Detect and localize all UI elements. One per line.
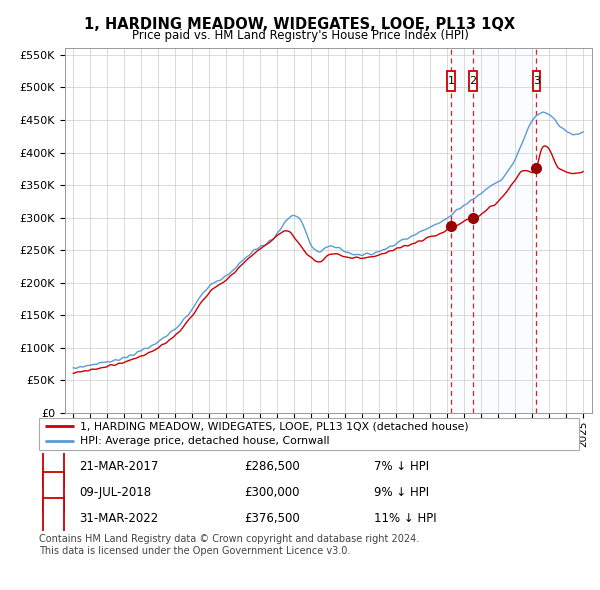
FancyBboxPatch shape — [43, 498, 64, 538]
Text: HPI: Average price, detached house, Cornwall: HPI: Average price, detached house, Corn… — [79, 437, 329, 447]
Text: Price paid vs. HM Land Registry's House Price Index (HPI): Price paid vs. HM Land Registry's House … — [131, 30, 469, 42]
Text: Contains HM Land Registry data © Crown copyright and database right 2024.
This d: Contains HM Land Registry data © Crown c… — [39, 534, 419, 556]
Text: 2: 2 — [50, 486, 58, 499]
FancyBboxPatch shape — [43, 472, 64, 512]
Text: £300,000: £300,000 — [244, 486, 299, 499]
FancyBboxPatch shape — [447, 71, 455, 91]
Text: 1, HARDING MEADOW, WIDEGATES, LOOE, PL13 1QX (detached house): 1, HARDING MEADOW, WIDEGATES, LOOE, PL13… — [79, 421, 468, 431]
Text: 3: 3 — [533, 76, 540, 86]
Bar — [451, 48, 536, 413]
Text: 11% ↓ HPI: 11% ↓ HPI — [374, 512, 436, 525]
Text: 09-JUL-2018: 09-JUL-2018 — [79, 486, 152, 499]
Text: £286,500: £286,500 — [244, 460, 300, 473]
Text: £376,500: £376,500 — [244, 512, 300, 525]
Text: 1: 1 — [448, 76, 454, 86]
Text: 2: 2 — [469, 76, 476, 86]
FancyBboxPatch shape — [43, 446, 64, 486]
Text: 31-MAR-2022: 31-MAR-2022 — [79, 512, 159, 525]
Text: 9% ↓ HPI: 9% ↓ HPI — [374, 486, 429, 499]
Text: 21-MAR-2017: 21-MAR-2017 — [79, 460, 159, 473]
FancyBboxPatch shape — [469, 71, 477, 91]
FancyBboxPatch shape — [533, 71, 540, 91]
Text: 1, HARDING MEADOW, WIDEGATES, LOOE, PL13 1QX: 1, HARDING MEADOW, WIDEGATES, LOOE, PL13… — [85, 17, 515, 31]
Text: 3: 3 — [50, 512, 57, 525]
Text: 7% ↓ HPI: 7% ↓ HPI — [374, 460, 429, 473]
Text: 1: 1 — [50, 460, 58, 473]
